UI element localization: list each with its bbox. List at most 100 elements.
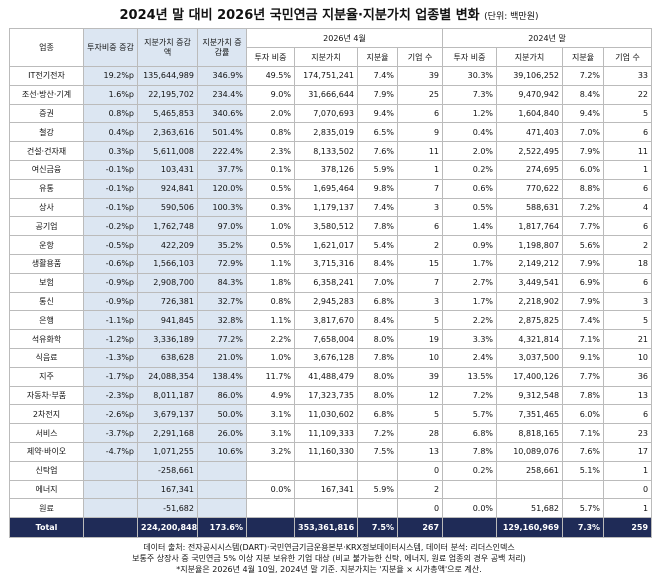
cell: 7,351,465	[496, 404, 564, 425]
cell: 7.9%	[357, 84, 398, 105]
column-header: 지분가치	[496, 47, 564, 67]
cell: 지주	[9, 366, 84, 387]
cell: 9	[396, 122, 444, 143]
note: *지분율은 2026년 4월 10일, 2024년 말 기준. 지분가치는 '지…	[176, 565, 482, 574]
cell: 3,037,500	[496, 347, 564, 368]
cell: 0.1%	[246, 159, 295, 180]
cell: 501.4%	[197, 122, 247, 143]
cell: 8.0%	[357, 366, 398, 387]
cell: 2,218,902	[496, 291, 564, 312]
data-row: 공기업 -0.2%p 1,762,748 97.0% 1.0% 3,580,512 7.8%…	[9, 216, 653, 237]
cell: 3	[396, 291, 444, 312]
cell	[83, 517, 138, 539]
data-row: IT전기전자 19.2%p 135,644,989 346.9% 49.5% 174,75…	[9, 66, 653, 86]
cell: 6	[603, 216, 653, 237]
cell: 1.7%	[442, 253, 498, 274]
data-row: 조선·방산·기계 1.6%p 22,195,702 234.4% 9.0% 31,666,…	[9, 84, 653, 105]
cell: 1,179,137	[294, 197, 358, 218]
cell	[246, 460, 295, 481]
cell: 3,817,670	[294, 310, 358, 331]
cell: 259	[603, 517, 653, 539]
cell: 8,011,187	[137, 385, 198, 406]
data-row: 지주 -1.7%p 24,088,354 138.4% 11.7% 41,488,479 8…	[9, 366, 653, 387]
cell: -1.1%p	[83, 310, 138, 331]
cell: 39,106,252	[496, 66, 564, 86]
cell: 33	[603, 66, 653, 86]
cell: 7,658,004	[294, 329, 358, 349]
cell: 9,312,548	[496, 385, 564, 406]
cell: 9,470,942	[496, 84, 564, 105]
cell: 6.5%	[357, 122, 398, 143]
cell: 167,341	[294, 479, 358, 500]
cell: 식음료	[9, 347, 84, 368]
cell: 2,835,019	[294, 122, 358, 143]
column-header: 기업 수	[396, 47, 444, 67]
cell	[357, 498, 398, 519]
cell: 9.4%	[562, 103, 605, 124]
cell: 77.2%	[197, 329, 247, 349]
cell	[294, 460, 358, 481]
cell: 0.4%p	[83, 122, 138, 143]
cell: 1.0%	[246, 216, 295, 237]
cell: 5.9%	[357, 159, 398, 180]
cell: 23	[603, 423, 653, 443]
cell: 3	[603, 291, 653, 312]
cell: 31,666,644	[294, 84, 358, 105]
cell: 8,133,502	[294, 141, 358, 161]
cell: 3.2%	[246, 441, 295, 462]
cell: 2.7%	[442, 272, 498, 293]
cell: 2,945,283	[294, 291, 358, 312]
cell: 5.7%	[442, 404, 498, 425]
cell: 4.9%	[246, 385, 295, 406]
cell: 84.3%	[197, 272, 247, 293]
cell: -258,661	[137, 460, 198, 481]
cell: 13	[603, 385, 653, 406]
cell: 11	[396, 141, 444, 161]
cell: 6	[396, 216, 444, 237]
cell: 8.0%	[357, 329, 398, 349]
data-row: 건설·건자재 0.3%p 5,611,008 222.4% 2.3% 8,133,502 7…	[9, 141, 653, 161]
cell: 6	[603, 178, 653, 199]
cell: 11	[603, 141, 653, 161]
cell	[197, 479, 247, 500]
cell: 86.0%	[197, 385, 247, 406]
cell: 7.6%	[562, 441, 605, 462]
column-header: 지분율	[562, 47, 605, 67]
cell: 1.1%	[246, 253, 295, 274]
cell: 26.0%	[197, 423, 247, 443]
cell: 19.2%p	[83, 66, 138, 86]
cell: 9.0%	[246, 84, 295, 105]
cell: 7.0%	[357, 272, 398, 293]
cell: 32.8%	[197, 310, 247, 331]
cell: 0.2%	[442, 159, 498, 180]
cell: 3,715,316	[294, 253, 358, 274]
column-header: 투자비중 증감	[83, 28, 138, 67]
cell: 1,071,255	[137, 441, 198, 462]
cell: 0.3%p	[83, 141, 138, 161]
cell: 22,195,702	[137, 84, 198, 105]
cell: 6.8%	[442, 423, 498, 443]
cell: 120.0%	[197, 178, 247, 199]
cell: 0.4%	[442, 122, 498, 143]
title: 2024년 말 대비 2026년 국민연금 지분율·지분가치 업종별 변화 (단…	[0, 4, 658, 23]
cell: 자동차·부품	[9, 385, 84, 406]
cell: 은행	[9, 310, 84, 331]
title-text: 2024년 말 대비 2026년 국민연금 지분율·지분가치 업종별 변화	[119, 8, 480, 23]
cell: 39	[396, 66, 444, 86]
cell: 1,817,764	[496, 216, 564, 237]
column-header: 지분가치 증감액	[137, 28, 198, 67]
cell: 7.4%	[562, 310, 605, 331]
cell: 9.1%	[562, 347, 605, 368]
cell: 24,088,354	[137, 366, 198, 387]
cell: 7.7%	[562, 216, 605, 237]
cell: 8.4%	[562, 84, 605, 105]
cell: 2	[603, 235, 653, 255]
data-row: 운항 -0.5%p 422,209 35.2% 0.5% 1,621,017 5.4% 2 0.…	[9, 235, 653, 255]
data-row: 생활용품 -0.6%p 1,566,103 72.9% 1.1% 3,715,316 8.4…	[9, 253, 653, 274]
cell: 2	[396, 235, 444, 255]
cell: 0.6%	[442, 178, 498, 199]
data-row: 서비스 -3.7%p 2,291,168 26.0% 3.1% 11,109,333 7.2…	[9, 423, 653, 443]
cell: -1.3%p	[83, 347, 138, 368]
cell: 35.2%	[197, 235, 247, 255]
cell: 여신금융	[9, 159, 84, 180]
